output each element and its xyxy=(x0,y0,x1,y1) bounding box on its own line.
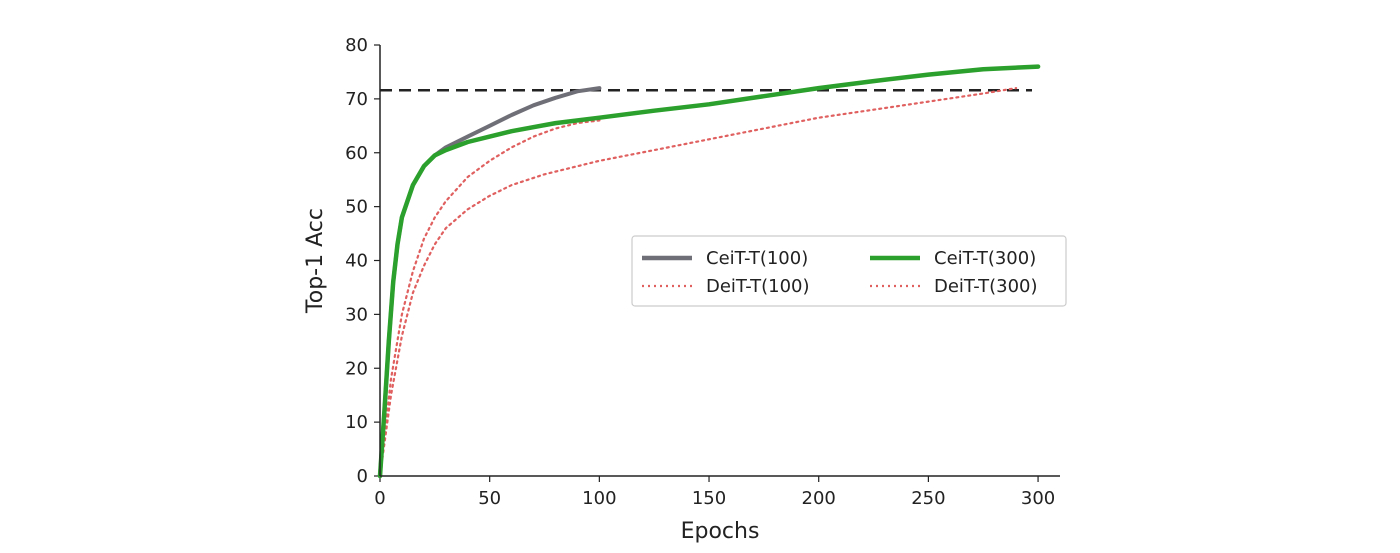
y-tick-label: 0 xyxy=(357,466,368,487)
x-tick-label: 0 xyxy=(374,488,385,509)
x-tick-label: 250 xyxy=(911,488,945,509)
x-tick-label: 150 xyxy=(692,488,726,509)
series-line-deit-t-100 xyxy=(378,119,601,478)
x-axis-label: Epochs xyxy=(681,519,760,544)
axis-ticks: 0 50 100 150 200 250 300 0 10 20 30 40 50 60 70 80 xyxy=(345,35,1055,509)
y-tick-label: 40 xyxy=(345,251,368,272)
y-tick-label: 60 xyxy=(345,143,368,164)
legend-box xyxy=(631,235,1067,307)
y-tick-label: 10 xyxy=(345,412,368,433)
x-tick-label: 50 xyxy=(478,488,501,509)
x-tick-label: 200 xyxy=(802,488,836,509)
x-tick-label: 300 xyxy=(1021,488,1055,509)
y-axis-label: Top-1 Acc xyxy=(303,208,328,314)
series-layer xyxy=(377,64,1041,479)
x-tick-label: 100 xyxy=(582,488,616,509)
series-line-ceit-t-300 xyxy=(377,64,1041,479)
legend-label: DeiT-T(100) xyxy=(706,276,810,297)
y-tick-label: 30 xyxy=(345,304,368,325)
y-tick-label: 70 xyxy=(345,89,368,110)
series-line-ceit-t-100 xyxy=(378,86,602,478)
legend-label: CeiT-T(100) xyxy=(706,248,808,269)
legend-label: CeiT-T(300) xyxy=(934,248,1036,269)
y-tick-label: 50 xyxy=(345,197,368,218)
legend: CeiT-T(100) CeiT-T(300) DeiT-T(100) DeiT-T(… xyxy=(631,235,1067,307)
series-line-deit-t-300 xyxy=(378,86,1018,478)
y-tick-label: 80 xyxy=(345,35,368,56)
y-tick-label: 20 xyxy=(345,358,368,379)
plot-area: 0 50 100 150 200 250 300 0 10 20 30 40 50 60 70 80 xyxy=(345,35,1060,509)
legend-label: DeiT-T(300) xyxy=(934,276,1038,297)
